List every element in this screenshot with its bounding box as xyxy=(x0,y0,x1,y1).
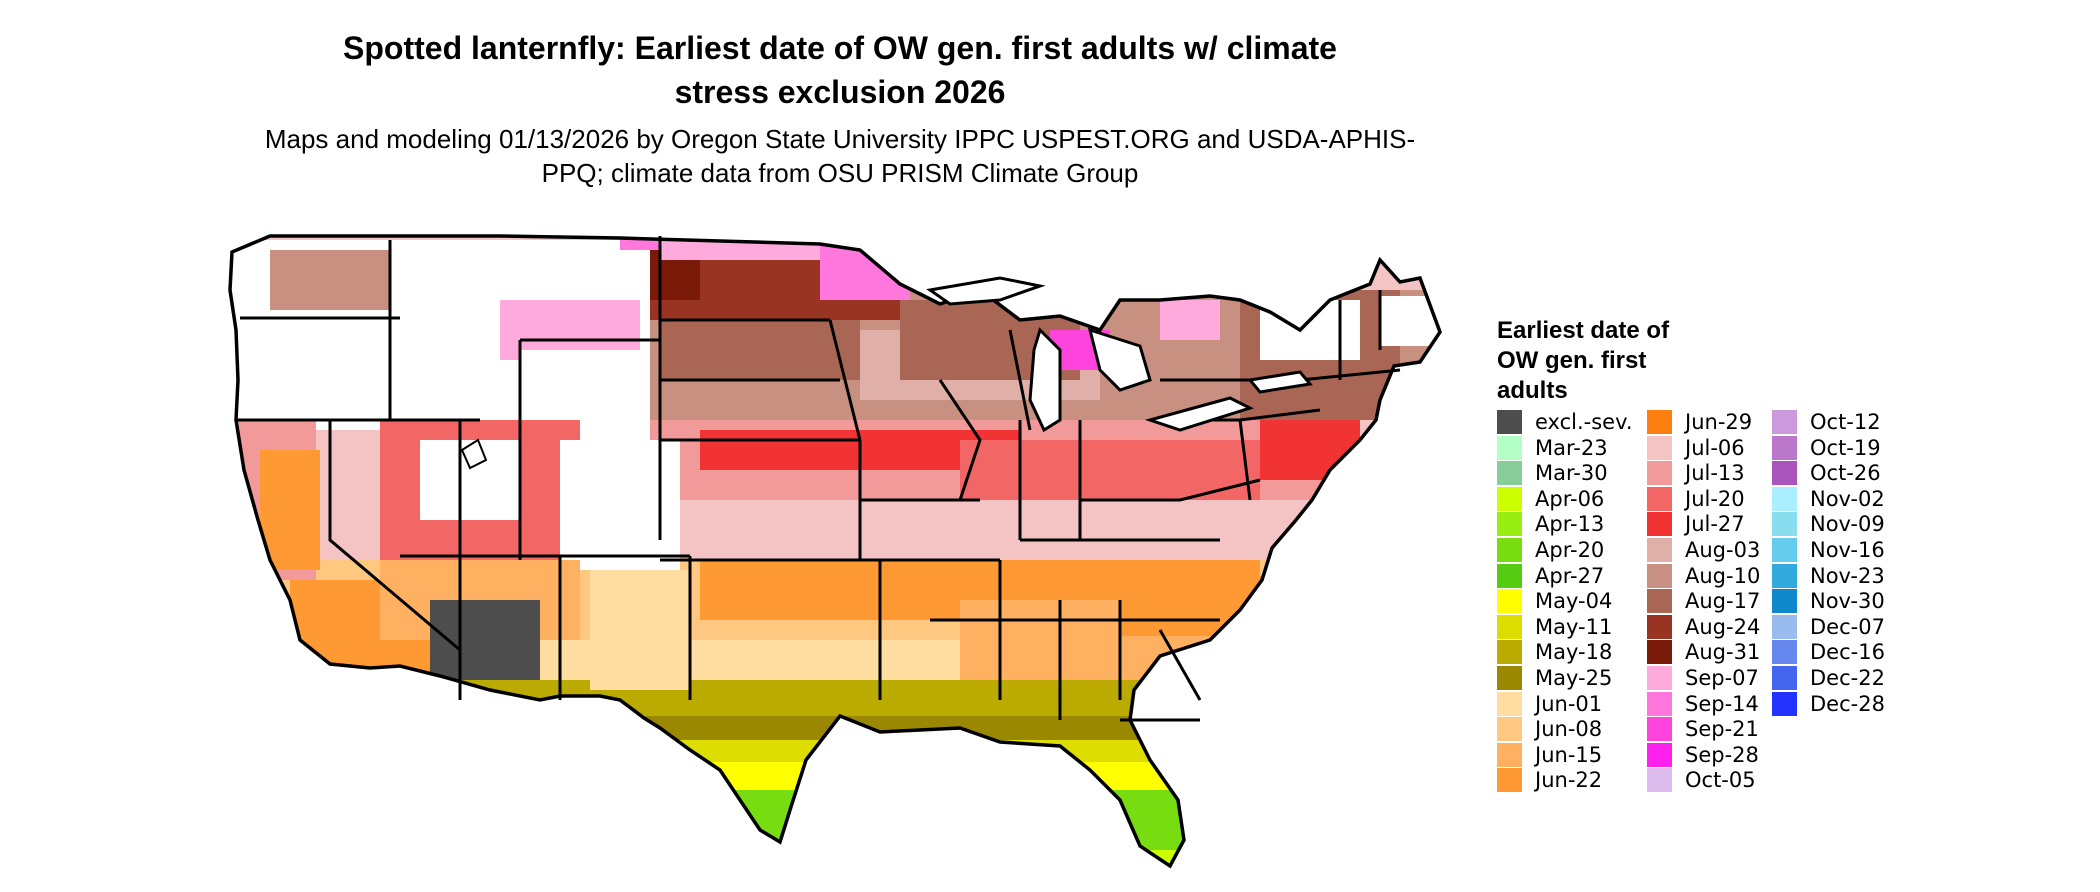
legend-label: Mar-30 xyxy=(1535,461,1608,486)
legend-label: Jun-01 xyxy=(1535,691,1603,716)
legend-label: Jun-22 xyxy=(1535,768,1603,793)
legend-swatch xyxy=(1772,486,1797,511)
legend-label: Sep-21 xyxy=(1685,717,1759,742)
legend-swatch xyxy=(1772,666,1797,690)
legend-swatch xyxy=(1647,486,1672,511)
legend-label: Dec-16 xyxy=(1810,640,1885,665)
legend-swatch xyxy=(1647,640,1672,665)
legend-label: Jul-27 xyxy=(1685,512,1745,537)
legend-swatch xyxy=(1772,589,1797,614)
legend-label: Dec-28 xyxy=(1810,691,1885,716)
legend-swatch xyxy=(1647,666,1672,690)
legend-label: May-18 xyxy=(1535,640,1613,665)
legend-swatch xyxy=(1497,768,1522,793)
legend-label: excl.-sev. xyxy=(1535,410,1633,434)
legend-label: Jul-20 xyxy=(1685,486,1745,511)
lake-superior xyxy=(926,276,1046,306)
us-outline xyxy=(228,234,1442,869)
legend-swatch xyxy=(1497,614,1522,639)
legend-label: Sep-28 xyxy=(1685,742,1759,767)
legend-label: Aug-17 xyxy=(1685,589,1761,614)
legend-label: Jun-29 xyxy=(1685,410,1753,434)
legend-label: May-11 xyxy=(1535,614,1613,639)
legend-label: Dec-07 xyxy=(1810,614,1885,639)
map-subtitle: Maps and modeling 01/13/2026 by Oregon S… xyxy=(264,124,1416,188)
legend-label: Nov-02 xyxy=(1810,486,1885,511)
legend-swatch xyxy=(1647,563,1672,588)
legend-label: Sep-14 xyxy=(1685,691,1759,716)
legend-swatch xyxy=(1497,589,1522,614)
legend-swatch xyxy=(1647,742,1672,767)
legend-swatch xyxy=(1647,717,1672,742)
map-title: Spotted lanternfly: Earliest date of OW … xyxy=(343,30,1337,110)
legend-swatch xyxy=(1497,640,1522,665)
legend-label: Apr-13 xyxy=(1535,512,1605,537)
legend-swatch xyxy=(1497,666,1522,690)
legend-swatch xyxy=(1497,717,1522,742)
legend-swatch xyxy=(1772,410,1797,434)
legend-label: Mar-23 xyxy=(1535,435,1608,460)
legend-swatch xyxy=(1647,589,1672,614)
legend-swatch xyxy=(1647,614,1672,639)
legend-label: Nov-30 xyxy=(1810,589,1885,614)
legend-label: Jun-08 xyxy=(1535,717,1603,742)
lake-erie xyxy=(1144,396,1254,432)
legend-label: Aug-31 xyxy=(1685,640,1761,665)
legend-label: Jul-06 xyxy=(1685,435,1745,460)
legend-label: Oct-12 xyxy=(1810,410,1881,434)
legend-label: Jul-13 xyxy=(1685,461,1745,486)
legend-swatch xyxy=(1497,461,1522,486)
legend-swatch xyxy=(1647,691,1672,716)
legend-swatch xyxy=(1772,461,1797,486)
legend-swatch xyxy=(1497,742,1522,767)
legend-swatch xyxy=(1497,512,1522,537)
legend-label: Oct-26 xyxy=(1810,461,1881,486)
legend-swatch xyxy=(1772,691,1797,716)
legend-label: Aug-24 xyxy=(1685,614,1761,639)
lake-michigan xyxy=(1028,327,1062,433)
legend-swatch xyxy=(1772,614,1797,639)
legend-label: Aug-10 xyxy=(1685,563,1761,588)
legend-label: Aug-03 xyxy=(1685,538,1761,562)
legend-swatch xyxy=(1772,538,1797,562)
state-borders xyxy=(236,236,1401,722)
legend-label: Nov-16 xyxy=(1810,538,1885,562)
legend-swatch xyxy=(1497,410,1522,434)
legend-label: Sep-07 xyxy=(1685,666,1759,690)
legend-swatch xyxy=(1497,538,1522,562)
legend-swatch xyxy=(1647,461,1672,486)
legend-swatch xyxy=(1772,563,1797,588)
legend-label: Nov-23 xyxy=(1810,563,1885,588)
legend-label: Apr-20 xyxy=(1535,538,1605,562)
legend-label: Jun-15 xyxy=(1535,742,1603,767)
legend-swatch xyxy=(1647,768,1672,793)
legend-label: May-25 xyxy=(1535,666,1613,690)
legend-swatch xyxy=(1647,410,1672,434)
lake-huron xyxy=(1087,327,1152,392)
lake-ontario xyxy=(1247,370,1313,394)
legend-swatch xyxy=(1647,435,1672,460)
great-salt-lake xyxy=(460,438,488,470)
legend-label: Nov-09 xyxy=(1810,512,1885,537)
legend-label: Oct-19 xyxy=(1810,435,1881,460)
legend-swatch xyxy=(1772,640,1797,665)
legend-label: May-04 xyxy=(1535,589,1613,614)
legend-swatch xyxy=(1497,435,1522,460)
legend-swatch xyxy=(1647,512,1672,537)
legend-swatch xyxy=(1497,563,1522,588)
legend-swatch xyxy=(1647,538,1672,562)
legend-swatch xyxy=(1497,486,1522,511)
legend-title: Earliest date of OW gen. first adults xyxy=(1497,317,1670,404)
legend: excl.-sev. Mar-23 Mar-30 Apr-06 Apr-13 Apr-20… xyxy=(1497,410,2037,800)
legend-swatch xyxy=(1772,435,1797,460)
legend-swatch xyxy=(1772,512,1797,537)
legend-label: Oct-05 xyxy=(1685,768,1756,793)
legend-label: Apr-06 xyxy=(1535,486,1605,511)
legend-swatch xyxy=(1497,691,1522,716)
legend-label: Dec-22 xyxy=(1810,666,1885,690)
legend-label: Apr-27 xyxy=(1535,563,1605,588)
